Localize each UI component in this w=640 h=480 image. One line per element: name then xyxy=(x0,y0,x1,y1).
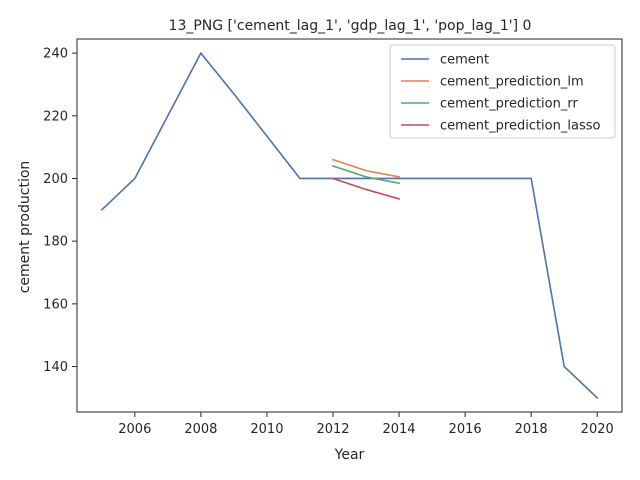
x-axis-title: Year xyxy=(334,447,365,463)
legend: cement cement_prediction_lm cement_predict… xyxy=(389,44,616,139)
x-tick-label-2012: 2012 xyxy=(316,422,349,437)
legend-label-cement-prediction-lm: cement_prediction_lm xyxy=(440,75,584,90)
y-tick-label-240: 240 xyxy=(43,47,68,62)
y-tick-label-140: 140 xyxy=(43,360,68,375)
legend-label-cement-prediction-rr: cement_prediction_rr xyxy=(440,97,578,112)
legend-label-cement-prediction-lasso: cement_prediction_lasso xyxy=(440,119,600,134)
series-line-cement xyxy=(100,52,599,400)
x-tick-label-2018: 2018 xyxy=(515,422,548,437)
y-tick-label-200: 200 xyxy=(43,172,68,187)
y-axis: 140 160 180 200 220 240 xyxy=(43,47,77,375)
y-axis-title: cement production xyxy=(17,161,33,294)
plot-area xyxy=(100,52,599,400)
series-line-cement-prediction-lm xyxy=(331,158,400,178)
chart-title: 13_PNG ['cement_lag_1', 'gdp_lag_1', 'po… xyxy=(169,18,532,34)
x-tick-label-2014: 2014 xyxy=(382,422,415,437)
x-axis: 2006 2008 2010 2012 2014 2016 2018 2020 xyxy=(118,412,614,437)
series-line-cement-prediction-rr xyxy=(331,164,400,185)
y-tick-label-220: 220 xyxy=(43,109,68,124)
y-tick-label-180: 180 xyxy=(43,235,68,250)
y-tick-label-160: 160 xyxy=(43,297,68,312)
x-tick-label-2006: 2006 xyxy=(118,422,151,437)
plot-frame xyxy=(76,38,623,413)
legend-label-cement: cement xyxy=(440,53,489,68)
legend-box xyxy=(389,44,616,139)
series-line-cement-prediction-lasso xyxy=(331,177,401,200)
x-tick-label-2020: 2020 xyxy=(581,422,614,437)
x-tick-label-2010: 2010 xyxy=(250,422,283,437)
x-tick-label-2008: 2008 xyxy=(184,422,217,437)
x-tick-label-2016: 2016 xyxy=(449,422,482,437)
